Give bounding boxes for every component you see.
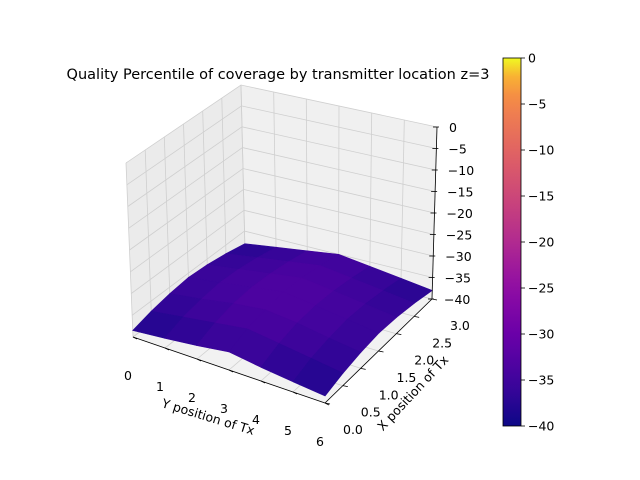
- x-tick-mark: [292, 391, 298, 395]
- x-tick-mark: [132, 336, 138, 340]
- colorbar-tick-label: −20: [528, 235, 554, 250]
- z-tick-label: −5: [448, 142, 466, 157]
- surface-patch: [292, 357, 344, 397]
- z-grid-line: [125, 84, 438, 164]
- x-tick-label: 3: [220, 401, 228, 416]
- z-grid-line: [129, 168, 435, 251]
- z-grid-line: [128, 147, 436, 229]
- colorbar: 0 −5 −10 −15 −20 −25 −30 −35 −40: [502, 51, 554, 434]
- z-tick-label: −10: [448, 163, 474, 178]
- colorbar-tick-label: −10: [528, 143, 554, 158]
- z-grid-line: [130, 188, 434, 273]
- y-tick-mark: [324, 402, 331, 405]
- y-tick-mark: [414, 315, 420, 318]
- y-tick-label: 2.0: [414, 353, 434, 368]
- x-tick-mark: [196, 358, 202, 362]
- z-tick-label: −30: [445, 249, 471, 264]
- y-tick-label: 0.5: [361, 405, 381, 420]
- x-tick-mark: [260, 380, 266, 384]
- x-tick-label: 2: [188, 390, 196, 405]
- y-tick-label: 3.0: [450, 318, 470, 333]
- y-axis-ticks: 0.0 0.5 1.0 1.5 2.0 2.5 3.0: [324, 298, 470, 437]
- chart-title: Quality Percentile of coverage by transm…: [67, 67, 490, 83]
- colorbar-tick-label: 0: [528, 51, 536, 66]
- colorbar-tick-label: −25: [528, 281, 554, 296]
- z-grid-line: [131, 230, 433, 316]
- z-grid-line: [126, 105, 437, 186]
- colorbar-gradient: [502, 57, 522, 427]
- x-tick-label: 1: [156, 379, 164, 394]
- z-tick-label: −40: [444, 292, 470, 307]
- colorbar-tick-label: −15: [528, 189, 554, 204]
- x-axis-label: Y position of Tx: [159, 395, 256, 438]
- y-tick-mark: [360, 367, 366, 370]
- x-tick-label: 5: [284, 423, 292, 438]
- z-axis-ticks: 0 −5 −10 −15 −20 −25 −30 −35 −40: [428, 120, 474, 307]
- y-tick-mark: [396, 333, 402, 336]
- y-tick-mark: [378, 350, 384, 353]
- y-tick-mark: [342, 385, 348, 388]
- x-axis-ticks: 0 1 2 3 4 5 6: [124, 336, 330, 449]
- z-tick-label: −20: [447, 206, 473, 221]
- y-tick-label: 2.5: [432, 335, 452, 350]
- y-tick-label: 0.0: [343, 422, 363, 437]
- x-tick-label: 0: [124, 368, 132, 383]
- x-tick-label: 6: [316, 434, 324, 449]
- x-tick-mark: [164, 347, 170, 351]
- z-tick-label: 0: [449, 120, 457, 135]
- colorbar-tick-label: −30: [528, 327, 554, 342]
- z-tick-label: −15: [447, 185, 473, 200]
- colorbar-tick-label: −5: [528, 97, 546, 112]
- x-tick-mark: [228, 369, 234, 373]
- z-grid-line: [127, 126, 436, 207]
- z-tick-label: −35: [445, 271, 471, 286]
- colorbar-tick-label: −40: [528, 419, 554, 434]
- y-tick-label: 1.5: [397, 370, 417, 385]
- z-tick-label: −25: [446, 228, 472, 243]
- colorbar-tick-label: −35: [528, 373, 554, 388]
- surface-plot: [132, 243, 433, 397]
- x-tick-label: 4: [252, 412, 260, 427]
- z-grid-line: [131, 209, 434, 294]
- y-tick-label: 1.0: [379, 387, 399, 402]
